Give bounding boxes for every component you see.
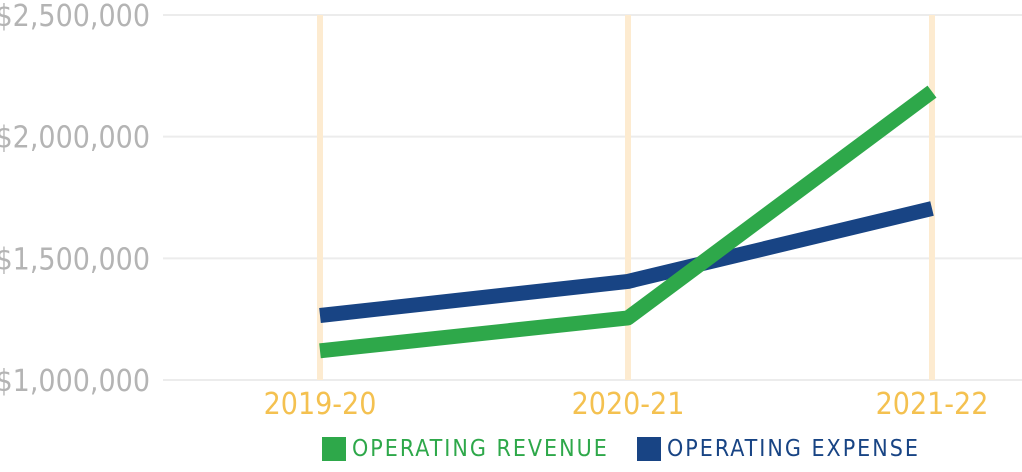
series-line-operating-revenue xyxy=(319,85,937,359)
y-tick-label: $1,000,000 xyxy=(0,364,150,399)
line-chart: $1,000,000 $1,500,000 $2,000,000 $2,500,000… xyxy=(0,0,1022,422)
x-tick-label: 2019-20 xyxy=(264,387,377,422)
series-line-operating-expense xyxy=(319,201,934,323)
x-tick-label: 2021-22 xyxy=(876,387,989,422)
legend-label-expense: OPERATING EXPENSE xyxy=(667,436,920,462)
series-lines xyxy=(319,85,937,359)
y-tick-label: $2,000,000 xyxy=(0,121,150,156)
legend-swatch-expense xyxy=(637,437,661,461)
legend-item-revenue: OPERATING REVENUE xyxy=(322,436,609,462)
y-axis-tick-labels: $1,000,000 $1,500,000 $2,000,000 $2,500,000 xyxy=(0,0,150,399)
legend-swatch-revenue xyxy=(322,437,346,461)
legend-item-expense: OPERATING EXPENSE xyxy=(637,436,920,462)
legend-label-revenue: OPERATING REVENUE xyxy=(352,436,609,462)
x-axis-category-labels: 2019-20 2020-21 2021-22 xyxy=(264,387,989,422)
y-tick-label: $1,500,000 xyxy=(0,242,150,277)
y-tick-label: $2,500,000 xyxy=(0,0,150,34)
horizontal-gridlines xyxy=(163,14,1022,381)
legend: OPERATING REVENUE OPERATING EXPENSE xyxy=(0,436,1022,472)
x-tick-label: 2020-21 xyxy=(572,387,685,422)
